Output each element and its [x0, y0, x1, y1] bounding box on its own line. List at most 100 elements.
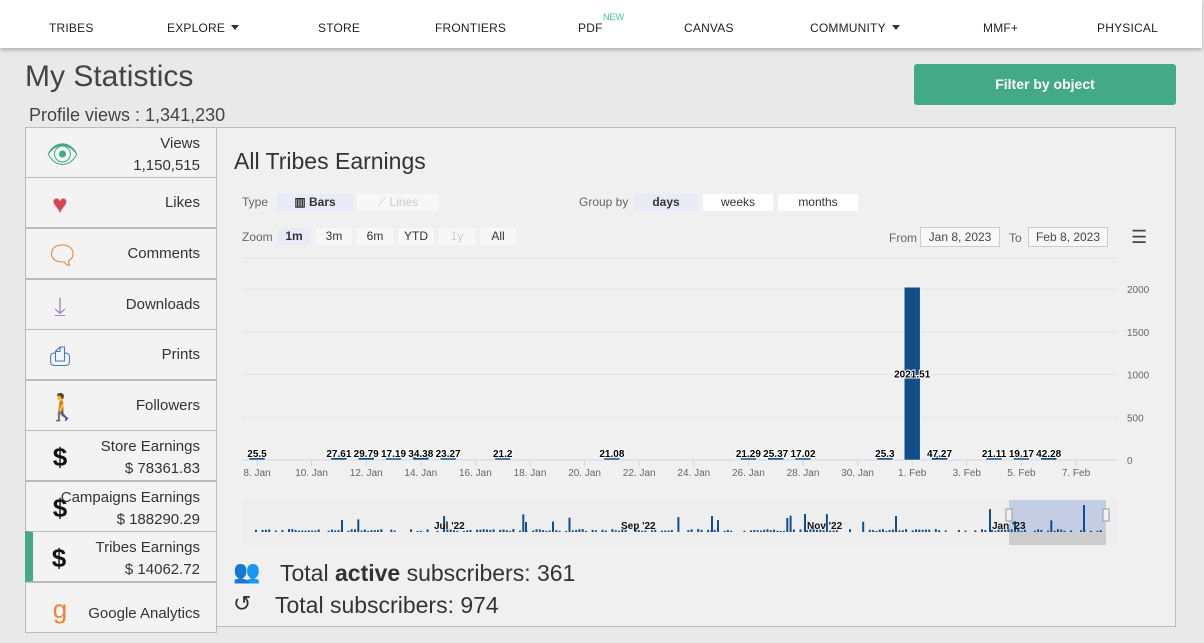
active-post: subscribers: 361	[400, 560, 576, 586]
google-icon: g	[52, 594, 68, 624]
type-lines-button[interactable]: ⟋ Lines	[357, 194, 439, 211]
printer-icon: ⎙	[49, 341, 71, 371]
navigator-bar	[651, 530, 653, 532]
sidebar-item-google-analytics[interactable]: g Google Analytics	[25, 582, 217, 633]
navigator-bar	[552, 521, 554, 532]
data-label: 27.61	[326, 449, 351, 460]
sidebar-item-campaigns-earnings[interactable]: $ Campaigns Earnings $ 188290.29	[25, 481, 217, 532]
navigator-bar	[779, 530, 782, 532]
navigator-bar	[611, 529, 614, 532]
x-tick-label: 22. Jan	[623, 468, 656, 479]
navigator-bar	[1053, 530, 1056, 532]
navigator-bar	[816, 529, 818, 532]
sidebar-item-followers[interactable]: 🚶 Followers	[25, 380, 217, 431]
group-months-button[interactable]: months	[778, 194, 858, 211]
data-label: 21.29	[736, 449, 761, 460]
navigator-bar	[984, 529, 987, 532]
sidebar-item-views[interactable]: 👁 Views 1,150,515	[25, 127, 217, 178]
data-label: 25.5	[247, 449, 267, 460]
navigator-bar	[571, 530, 574, 532]
navigator-bar	[363, 529, 366, 532]
navigator-bar	[393, 530, 396, 532]
sidebar-item-tribes-earnings[interactable]: $ Tribes Earnings $ 14062.72	[25, 531, 217, 582]
bar	[931, 455, 948, 461]
sidebar-item-comments[interactable]: 🗨 Comments	[25, 228, 217, 279]
nav-frontiers[interactable]: FRONTIERS	[435, 21, 507, 35]
navigator-bar	[347, 530, 350, 532]
navigator-bar	[594, 530, 597, 532]
data-label: 23.27	[436, 449, 461, 460]
navigator-bar	[989, 509, 991, 532]
sidebar-item-store-earnings[interactable]: $ Store Earnings $ 78361.83	[25, 430, 217, 481]
navigator-bar	[1089, 530, 1092, 532]
navigator-bar	[981, 529, 983, 532]
navigator-bar	[377, 530, 380, 532]
bar	[740, 457, 757, 461]
zoom-6m[interactable]: 6m	[357, 228, 393, 245]
label: Likes	[164, 194, 200, 211]
x-tick-label: 24. Jan	[677, 468, 710, 479]
nav-mmf-plus[interactable]: MMF+	[983, 21, 1019, 35]
navigator-bar	[677, 517, 680, 532]
data-label: 29.79	[354, 449, 379, 460]
zoom-all[interactable]: All	[480, 228, 516, 245]
navigator-bar	[898, 530, 901, 532]
navigator-bar	[1060, 529, 1063, 532]
navigator-bar	[373, 530, 376, 532]
from-label: From	[889, 231, 917, 245]
nav-store[interactable]: STORE	[318, 21, 361, 35]
from-date-input[interactable]: Jan 8, 2023	[920, 227, 1000, 247]
data-label: 21.11	[982, 449, 1007, 460]
navigator-bar	[542, 530, 545, 532]
group-days-button[interactable]: days	[634, 194, 698, 211]
navigator-bar	[1070, 530, 1073, 532]
bar	[439, 457, 457, 461]
navigator-bar	[756, 530, 759, 532]
zoom-3m[interactable]: 3m	[316, 228, 352, 245]
navigator-bar	[1017, 529, 1020, 532]
group-weeks-button[interactable]: weeks	[703, 194, 773, 211]
navigator-bar	[525, 522, 527, 532]
navigator-bar	[1099, 530, 1102, 532]
navigator-bar	[654, 529, 657, 532]
sidebar-item-downloads[interactable]: ⤓ Downloads	[25, 279, 217, 330]
x-tick-label: 8. Jan	[243, 468, 270, 479]
x-tick-label: 26. Jan	[732, 468, 765, 479]
navigator-bar	[667, 530, 670, 532]
navigator-bar	[690, 529, 693, 532]
navigator-bar	[502, 529, 505, 532]
navigator-bar	[918, 529, 921, 532]
navigator-bar	[825, 514, 828, 532]
zoom-1y[interactable]: 1y	[439, 228, 475, 245]
nav-physical[interactable]: PHYSICAL	[1097, 21, 1158, 35]
active-pre: Total	[280, 560, 335, 586]
nav-tribes[interactable]: TRIBES	[49, 21, 94, 35]
nav-explore[interactable]: EXPLORE	[167, 21, 240, 35]
navigator-bar	[723, 530, 726, 532]
navigator-bar	[928, 529, 931, 532]
filter-by-object-button[interactable]: Filter by object	[914, 64, 1176, 105]
nav-pdf[interactable]: PDF	[578, 21, 603, 35]
navigator-bar	[717, 520, 719, 532]
navigator-bar	[776, 530, 779, 532]
navigator-bar	[750, 530, 752, 532]
navigator-bar	[934, 529, 937, 532]
navigator-bar	[370, 530, 373, 532]
zoom-ytd[interactable]: YTD	[398, 228, 434, 245]
navigator-bar	[264, 529, 267, 532]
navigator-bar	[901, 530, 904, 532]
zoom-1m[interactable]: 1m	[278, 228, 310, 245]
navigator-bar	[585, 530, 587, 532]
sidebar-item-prints[interactable]: ⎙ Prints	[25, 329, 217, 380]
sidebar-item-likes[interactable]: ♥ Likes	[25, 177, 217, 228]
navigator-bar	[532, 530, 535, 532]
chart-menu-icon[interactable]: ☰	[1131, 227, 1148, 247]
to-date-input[interactable]: Feb 8, 2023	[1028, 227, 1108, 247]
nav-canvas[interactable]: CANVAS	[684, 21, 734, 35]
type-bars-button[interactable]: ▥ Bars	[277, 194, 353, 211]
navigator-bar	[1000, 529, 1003, 532]
nav-community[interactable]: COMMUNITY	[810, 21, 900, 35]
navigator-bar	[707, 529, 710, 532]
navigator-bar	[304, 530, 307, 532]
navigator-bar	[462, 530, 465, 532]
